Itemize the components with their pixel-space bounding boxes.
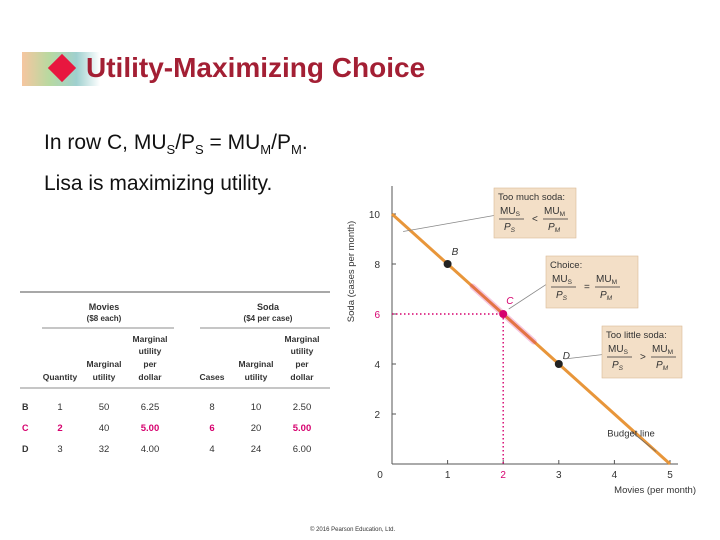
budget-line [390, 212, 672, 466]
table-row-label: D [22, 444, 29, 454]
table-headers: Quantity Marginal utility Marginal utility pe… [43, 334, 320, 382]
table-header-cell: per [295, 359, 309, 369]
x-tick-label: 2 [500, 470, 506, 481]
table-header-cell: Marginal [239, 359, 274, 369]
choice-note-lhs-numerator: MUS [552, 274, 573, 286]
utility-table: Movies ($8 each) Soda ($4 per case) Quan… [20, 291, 330, 455]
table-cell: 50 [99, 402, 110, 413]
budget-line-leader [630, 431, 657, 452]
table-group-movies-sub: ($8 each) [87, 314, 122, 323]
too-little-soda-note-operator: > [640, 352, 646, 363]
too-much-soda-note-lhs-denominator: PS [504, 222, 516, 234]
too-much-soda-note-lhs-numerator: MUS [500, 206, 521, 218]
too-little-soda-note-box [601, 325, 683, 379]
table-header-cell: utility [139, 346, 162, 356]
table-cell: 4 [209, 444, 214, 455]
slide-title: Utility-Maximizing Choice [86, 52, 426, 83]
too-much-soda-note-leader [403, 215, 495, 232]
too-little-soda-note-lhs-denominator: PS [612, 360, 624, 372]
table-header-cell: Cases [199, 372, 224, 382]
table-header-cell: utility [245, 372, 268, 382]
point-c [499, 310, 508, 318]
point-label-d: D [563, 351, 570, 362]
too-little-soda-note-leader [564, 354, 603, 360]
choice-note-lhs-denominator: PS [556, 290, 568, 302]
table-row-label: B [22, 402, 29, 412]
x-tick-label: 0 [377, 470, 383, 481]
table-cell: 1 [57, 402, 62, 413]
table-cell: 2.50 [293, 402, 312, 413]
table-cell: 6.00 [293, 444, 312, 455]
table-header-cell: Marginal [285, 334, 320, 344]
y-tick-label: 10 [369, 210, 381, 221]
copyright-footer: © 2016 Pearson Education, Ltd. [310, 527, 396, 533]
choice-note-operator: = [584, 282, 590, 293]
x-tick-label: 5 [667, 470, 673, 481]
too-much-soda-note-operator: < [532, 214, 538, 225]
x-tick-label: 3 [556, 470, 562, 481]
too-much-soda-note-title: Too much soda: [498, 192, 565, 203]
table-cell: 5.00 [141, 423, 160, 434]
table-header-cell: utility [291, 346, 314, 356]
table-header-cell: dollar [138, 372, 162, 382]
point-d [554, 360, 563, 368]
table-group-soda: Soda [257, 302, 280, 312]
statement-line: In row C, MUS/PS = MUM/PM. [44, 131, 308, 158]
x-tick-label: 4 [612, 470, 618, 481]
point-label-c: C [506, 296, 514, 307]
table-header-cell: Marginal [133, 334, 168, 344]
table-cell: 24 [251, 444, 262, 455]
x-axis-label: Movies (per month) [614, 485, 696, 496]
table-cell: 40 [99, 423, 110, 434]
table-cell: 32 [99, 444, 110, 455]
y-axis-label: Soda (cases per month) [346, 221, 357, 322]
y-tick-label: 4 [374, 360, 380, 371]
table-cell: 4.00 [141, 444, 160, 455]
table-header-cell: Marginal [87, 359, 122, 369]
conclusion-line: Lisa is maximizing utility. [44, 172, 273, 195]
point-b [443, 260, 452, 268]
table-header-cell: dollar [290, 372, 314, 382]
too-little-soda-note-title: Too little soda: [606, 330, 667, 341]
table-row-label: C [22, 423, 29, 433]
table-cell: 20 [251, 423, 262, 434]
point-label-b: B [452, 247, 459, 258]
budget-line-chart: 0 1 2 3 4 5 2 4 6 8 10 Movies (per month) Soda (case… [346, 186, 696, 496]
y-tick-label: 6 [374, 310, 380, 321]
y-tick-label: 2 [374, 410, 380, 421]
table-group-movies: Movies [89, 302, 120, 312]
table-cell: 5.00 [293, 423, 312, 434]
table-cell: 3 [57, 444, 62, 455]
table-cell: 8 [209, 402, 214, 413]
table-header-cell: per [143, 359, 157, 369]
x-tick-label: 1 [445, 470, 451, 481]
budget-line-label: Budget line [607, 429, 655, 440]
table-cell: 10 [251, 402, 262, 413]
choice-note-box [545, 255, 639, 309]
table-rows: B 1 50 6.25 8 10 2.50 C 2 40 5.00 6 20 5.00 D 3 32 4.00 4 2… [22, 402, 311, 455]
choice-note-title: Choice: [550, 260, 582, 271]
choice-note-leader [508, 284, 547, 310]
table-group-soda-sub: ($4 per case) [244, 314, 293, 323]
too-little-soda-note-lhs-numerator: MUS [608, 344, 629, 356]
table-cell: 6.25 [141, 402, 160, 413]
table-header-cell: utility [93, 372, 116, 382]
y-tick-label: 8 [374, 260, 380, 271]
table-header-cell: Quantity [43, 372, 78, 382]
table-cell: 6 [209, 423, 214, 434]
too-much-soda-note-box [493, 187, 577, 239]
table-cell: 2 [57, 423, 62, 434]
